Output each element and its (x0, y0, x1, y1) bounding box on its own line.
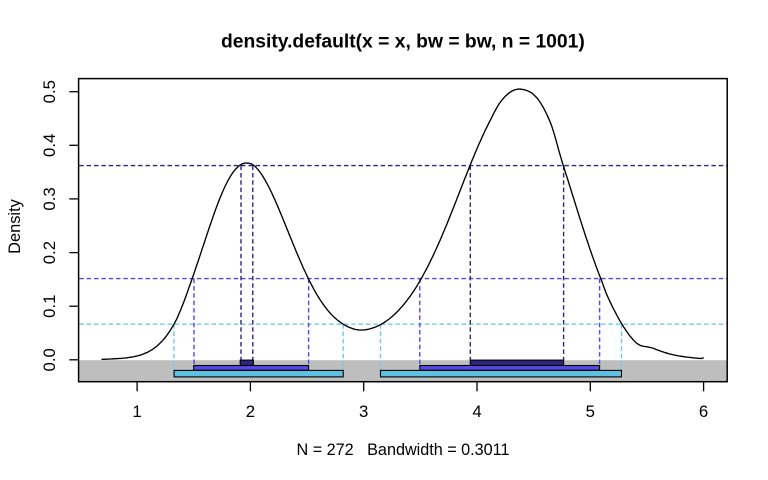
svg-text:4: 4 (472, 402, 481, 421)
svg-text:2: 2 (246, 402, 255, 421)
svg-text:0.4: 0.4 (40, 134, 59, 157)
svg-text:5: 5 (586, 402, 595, 421)
svg-text:6: 6 (699, 402, 708, 421)
svg-text:density.default(x = x, bw = bw: density.default(x = x, bw = bw, n = 1001… (221, 32, 585, 53)
svg-text:0.1: 0.1 (40, 295, 59, 318)
svg-text:1: 1 (132, 402, 141, 421)
svg-text:0.2: 0.2 (40, 241, 59, 264)
svg-text:0.0: 0.0 (40, 348, 59, 371)
svg-text:3: 3 (359, 402, 368, 421)
svg-text:Density: Density (6, 198, 24, 253)
svg-text:0.5: 0.5 (40, 80, 59, 103)
svg-text:N = 272 Bandwidth = 0.3011: N = 272 Bandwidth = 0.3011 (297, 441, 510, 459)
svg-text:0.3: 0.3 (40, 187, 59, 210)
